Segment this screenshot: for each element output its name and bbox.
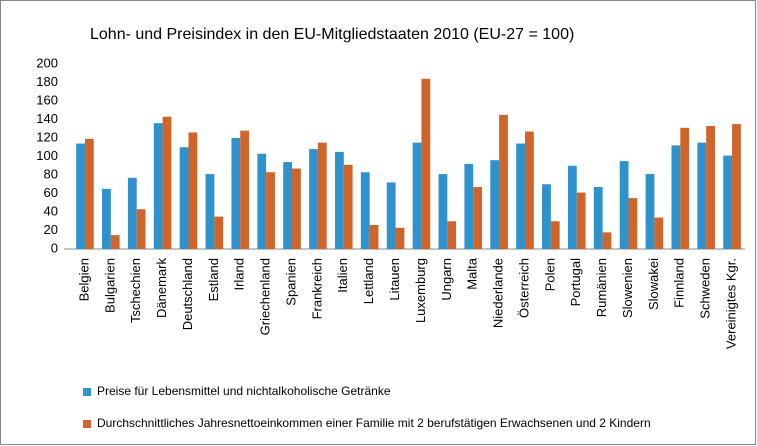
bar [153,123,163,249]
x-tick-label: Finnland [672,258,687,308]
bar [550,221,560,249]
bar [395,227,405,249]
bar [231,138,241,249]
x-tick-label: Lettland [361,258,376,304]
x-tick-label: Schweden [698,258,713,319]
x-tick-label: Belgien [76,258,91,301]
bar [628,198,638,249]
y-tick-label: 180 [36,74,58,89]
bar [343,164,353,249]
bar [473,187,483,249]
bar [309,149,318,249]
bar [499,114,508,249]
x-tick-label: Slowenien [620,258,635,318]
legend-text: Durchschnittliches Jahresnettoeinkommen … [97,416,651,430]
x-tick-label: Ungarn [439,258,454,301]
bar [697,142,707,249]
bar [386,182,396,249]
legend-swatch [83,420,91,428]
bar [593,187,603,249]
bar [369,224,379,249]
y-tick-label: 140 [36,111,58,126]
x-tick-label: Litauen [387,258,402,301]
bar [654,217,664,249]
x-tick-label: Bulgarien [102,258,117,313]
bar [317,142,327,249]
bar [102,188,111,249]
bar [188,132,198,249]
bar [136,209,146,249]
x-tick-label: Slowakei [646,258,661,310]
bar [680,127,690,249]
bar [567,165,577,249]
bar [602,232,612,249]
bar [438,174,448,249]
bar [292,168,301,249]
bar [542,184,551,249]
x-tick-label: Vereinigtes Kgr. [723,258,738,349]
bar [723,155,733,249]
x-tick-label: Italien [335,258,350,293]
y-tick-label: 0 [51,240,58,255]
legend-swatch [83,388,91,396]
x-tick-label: Rumänien [594,258,609,317]
y-tick-label: 40 [44,203,58,218]
x-tick-label: Deutschland [180,258,195,330]
x-tick-label: Estland [206,258,221,301]
x-tick-label: Österreich [516,258,531,318]
x-tick-label: Spanien [283,258,298,306]
bar [334,151,344,249]
y-tick-label: 60 [44,185,58,200]
y-tick-label: 100 [36,148,58,163]
x-tick-label: Malta [465,257,480,290]
bar [240,130,250,249]
bar [732,124,741,249]
bar [645,174,655,249]
bar [179,147,189,249]
bar [110,235,120,249]
x-tick-label: Niederlande [491,258,506,328]
bar [162,116,172,249]
x-tick-label: Portugal [568,258,583,307]
bar [412,142,422,249]
legend-text: Preise für Lebensmittel und nichtalkohol… [97,384,391,398]
bar [516,143,525,249]
x-tick-label: Polen [542,258,557,291]
x-tick-label: Frankreich [309,258,324,319]
bar [84,138,94,249]
x-tick-label: Irland [232,258,247,291]
x-tick-label: Tschechien [128,258,143,323]
y-tick-label: 200 [36,55,58,70]
bar [671,145,681,249]
x-tick-label: Luxemburg [413,258,428,323]
x-tick-label: Griechenland [258,258,273,335]
chart-title: Lohn- und Preisindex in den EU-Mitglieds… [90,26,574,43]
bar [266,172,275,249]
bar [421,78,431,249]
bar [205,174,215,249]
y-tick-label: 80 [44,166,58,181]
y-tick-label: 120 [36,129,58,144]
bar [283,162,293,249]
y-tick-label: 20 [44,222,58,237]
bar [360,172,370,249]
bar [464,163,474,249]
bar [257,153,267,249]
y-tick-label: 160 [36,92,58,107]
bar [214,216,224,249]
bar [576,192,586,249]
bar [619,161,629,249]
x-tick-label: Dänemark [154,258,169,318]
bar [127,177,137,249]
bar [706,125,715,249]
bar [76,143,85,249]
bar [447,221,457,249]
bar [490,160,500,249]
bar [524,131,534,249]
